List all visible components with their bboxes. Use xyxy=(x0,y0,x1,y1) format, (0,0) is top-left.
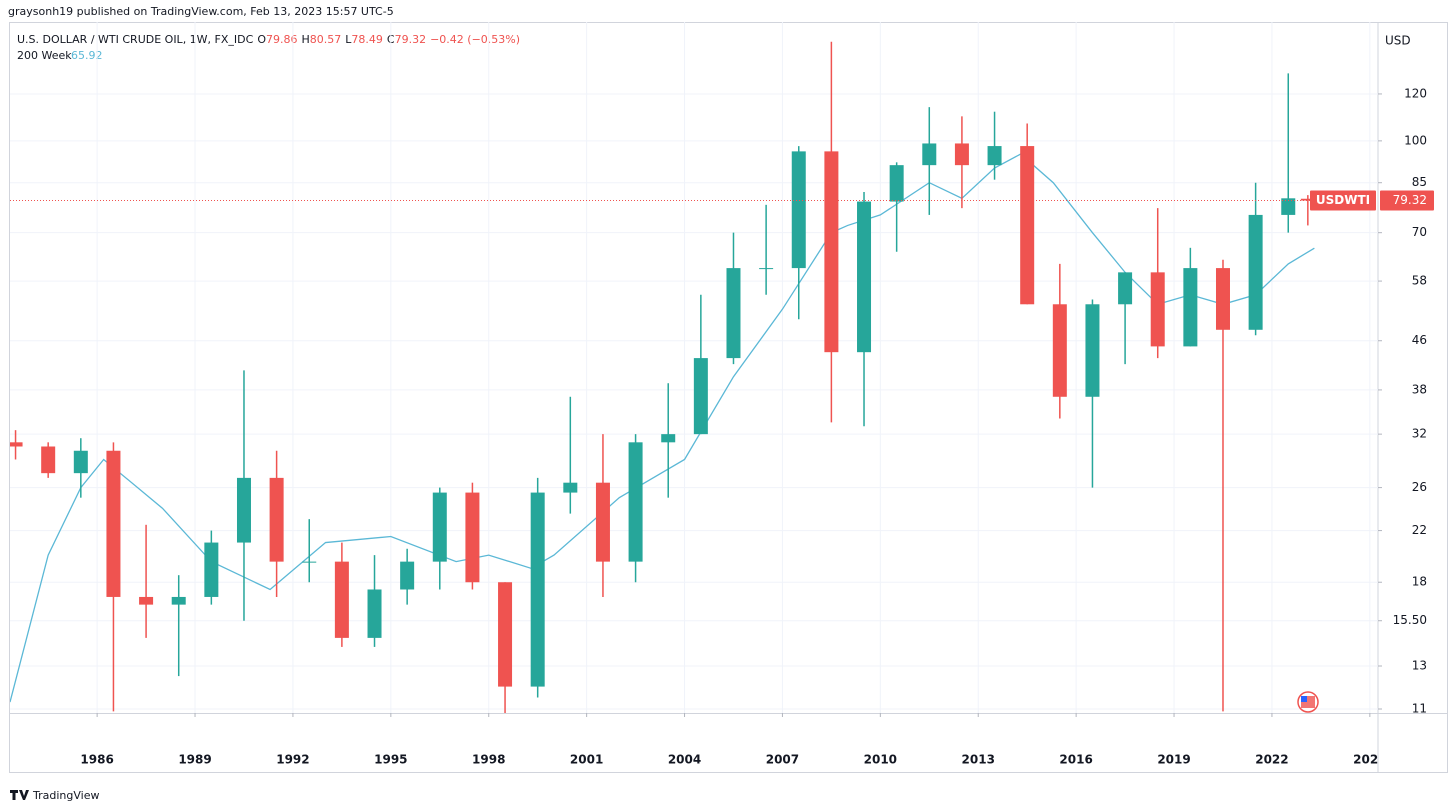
ma-label: 200 Week xyxy=(17,49,72,62)
ohlc-key: L xyxy=(345,33,352,46)
candle-body xyxy=(334,561,349,638)
candle-body xyxy=(1215,268,1230,330)
candle-body xyxy=(41,446,56,474)
candle-body xyxy=(302,561,317,563)
candle-body xyxy=(726,268,741,359)
symbol-tag-text: USDWTI xyxy=(1316,193,1370,207)
candle-body xyxy=(1281,198,1296,215)
candle-body xyxy=(628,442,643,562)
x-tick-label: 2016 xyxy=(1059,753,1092,767)
symbol: U.S. DOLLAR / WTI CRUDE OIL, 1W, FX_IDC xyxy=(17,33,254,46)
y-tick-label: 13 xyxy=(1412,658,1427,672)
candle-body xyxy=(1085,304,1100,397)
candle-body xyxy=(661,434,676,443)
candle-body xyxy=(1248,214,1263,330)
candle-body xyxy=(791,151,806,269)
x-tick-label: 2004 xyxy=(668,753,701,767)
y-tick-label: 38 xyxy=(1412,382,1427,396)
candle-body xyxy=(367,589,382,638)
candle-body xyxy=(465,492,480,583)
candle-body xyxy=(1020,146,1035,305)
y-tick-label: 120 xyxy=(1404,86,1427,100)
x-tick-label: 2001 xyxy=(570,753,603,767)
price-tag-text: 79.32 xyxy=(1393,193,1427,207)
axes: 1986 1989 1992 1995 1998 2001 2004 2007 2010 2013… xyxy=(80,86,1434,767)
candle-body xyxy=(530,492,545,687)
candle-body xyxy=(498,582,513,687)
candle-body xyxy=(432,492,447,562)
x-tick-label: 2019 xyxy=(1157,753,1190,767)
x-tick-label: 2025 xyxy=(1353,753,1386,767)
x-tick-label: 1995 xyxy=(374,753,407,767)
candle-body xyxy=(10,442,23,447)
candle-body xyxy=(269,477,284,562)
ohlc-key: H xyxy=(301,33,309,46)
candle-body xyxy=(759,268,774,270)
x-tick-label: 1986 xyxy=(80,753,113,767)
price-tag xyxy=(1380,190,1434,211)
x-tick-label: 1989 xyxy=(178,753,211,767)
candle-body xyxy=(204,542,219,597)
y-tick-label: 46 xyxy=(1412,333,1427,347)
candle-body xyxy=(73,450,88,474)
y-tick-label: 70 xyxy=(1412,225,1427,239)
candle-body xyxy=(824,151,839,353)
ohlc-value: 80.57 xyxy=(310,33,342,46)
x-tick-label: 2010 xyxy=(864,753,897,767)
candle-body xyxy=(1052,304,1067,397)
candle-body xyxy=(563,482,578,493)
candle-body xyxy=(1300,198,1315,201)
y-tick-label: 11 xyxy=(1412,701,1427,715)
y-tick-label: 15.50 xyxy=(1393,613,1427,627)
legend: U.S. DOLLAR / WTI CRUDE OIL, 1W, FX_IDC … xyxy=(17,33,520,62)
ohlc-value: 78.49 xyxy=(351,33,383,46)
x-tick-label: 1998 xyxy=(472,753,505,767)
x-tick-label: 2022 xyxy=(1255,753,1288,767)
publisher: graysonh19 published on TradingView.com,… xyxy=(8,5,394,18)
x-tick-label: 2013 xyxy=(962,753,995,767)
candle-body xyxy=(400,561,415,590)
candle-body xyxy=(889,165,904,202)
flag-icon xyxy=(1297,691,1319,713)
change: −0.42 (−0.53%) xyxy=(430,33,520,46)
candle-body xyxy=(857,201,872,353)
ma-line xyxy=(10,153,1315,703)
candle-body xyxy=(1150,272,1165,347)
candle-body xyxy=(1118,272,1133,305)
ma-value: 65.92 xyxy=(71,49,103,62)
y-tick-label: 32 xyxy=(1412,427,1427,441)
footer-text: TradingView xyxy=(32,789,99,802)
candle-body xyxy=(139,596,154,605)
plot xyxy=(10,41,1378,713)
candle-body xyxy=(595,482,610,562)
y-tick-label: 22 xyxy=(1412,523,1427,537)
candle-body xyxy=(106,450,121,597)
candle-body xyxy=(987,146,1002,166)
symbol-tag xyxy=(1310,190,1376,211)
y-tick-label: 85 xyxy=(1412,175,1427,189)
candle-body xyxy=(954,143,969,166)
pane-border xyxy=(9,22,1448,773)
y-tick-label: 100 xyxy=(1404,133,1427,147)
currency: USD xyxy=(1385,34,1411,48)
candle-body xyxy=(1183,268,1198,347)
candle-body xyxy=(693,358,708,435)
x-tick-label: 1992 xyxy=(276,753,309,767)
y-tick-label: 26 xyxy=(1412,480,1427,494)
grid xyxy=(10,22,1378,713)
y-tick-label: 58 xyxy=(1412,274,1427,288)
y-tick-label: 18 xyxy=(1412,575,1427,589)
candle-body xyxy=(922,143,937,166)
ohlc-value: 79.32 xyxy=(395,33,427,46)
ohlc-key: O xyxy=(257,33,266,46)
x-tick-label: 2007 xyxy=(766,753,799,767)
x-axis: 1986 1989 1992 1995 1998 2001 2004 2007 2010 2013… xyxy=(80,713,1386,767)
footer: TradingView xyxy=(10,789,99,802)
ohlc-value: 79.86 xyxy=(266,33,298,46)
candle-body xyxy=(236,477,251,543)
candle-body xyxy=(171,596,186,605)
